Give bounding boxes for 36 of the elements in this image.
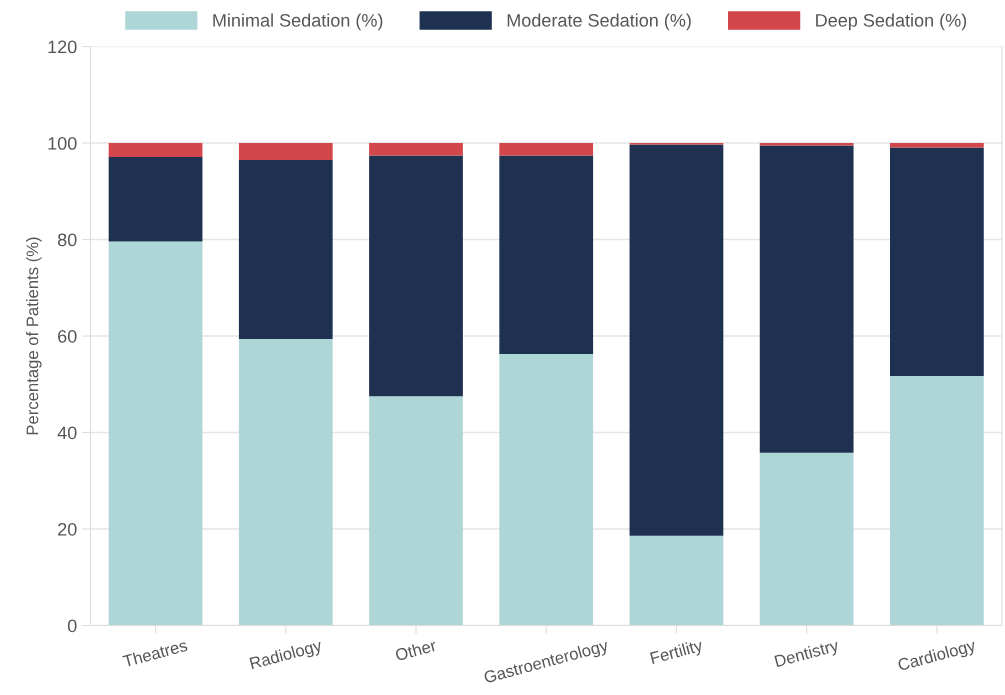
bar — [499, 353, 594, 626]
x-tick-label: Radiology — [249, 638, 324, 673]
bar — [369, 396, 463, 626]
x-tick-label: Theatres — [122, 638, 188, 668]
y-tick-label: 120 — [48, 40, 77, 54]
bar — [890, 376, 984, 626]
y-tick-label: 60 — [58, 329, 77, 343]
bar — [238, 143, 333, 160]
bar — [369, 155, 463, 397]
bar — [499, 143, 594, 156]
x-tick-label: Other — [394, 638, 438, 662]
bar — [108, 157, 203, 242]
y-tick-label: 0 — [67, 619, 77, 633]
bar — [759, 145, 854, 453]
bar — [890, 147, 984, 377]
bar — [108, 143, 203, 158]
legend-label: Minimal Sedation (%) — [213, 13, 383, 31]
bar — [238, 159, 333, 339]
x-tick-label: Cardiology — [897, 638, 978, 675]
bar — [369, 143, 463, 156]
bar — [890, 143, 984, 148]
y-tick-label: 20 — [58, 522, 77, 536]
bar — [629, 535, 724, 626]
bar — [629, 144, 724, 536]
x-tick-label: Fertility — [649, 638, 705, 668]
y-tick-label: 80 — [57, 233, 77, 247]
y-axis-title: Percentage of Patients (%) — [26, 237, 42, 435]
bar — [238, 338, 333, 626]
legend-label: Moderate Sedation (%) — [507, 13, 691, 31]
bar — [108, 241, 203, 626]
x-tick-label: Dentistry — [774, 638, 841, 671]
y-tick-label: 100 — [48, 136, 77, 150]
bar — [759, 452, 854, 626]
legend-label: Deep Sedation (%) — [816, 13, 967, 31]
y-tick-label: 40 — [57, 426, 77, 440]
bar — [499, 155, 594, 354]
